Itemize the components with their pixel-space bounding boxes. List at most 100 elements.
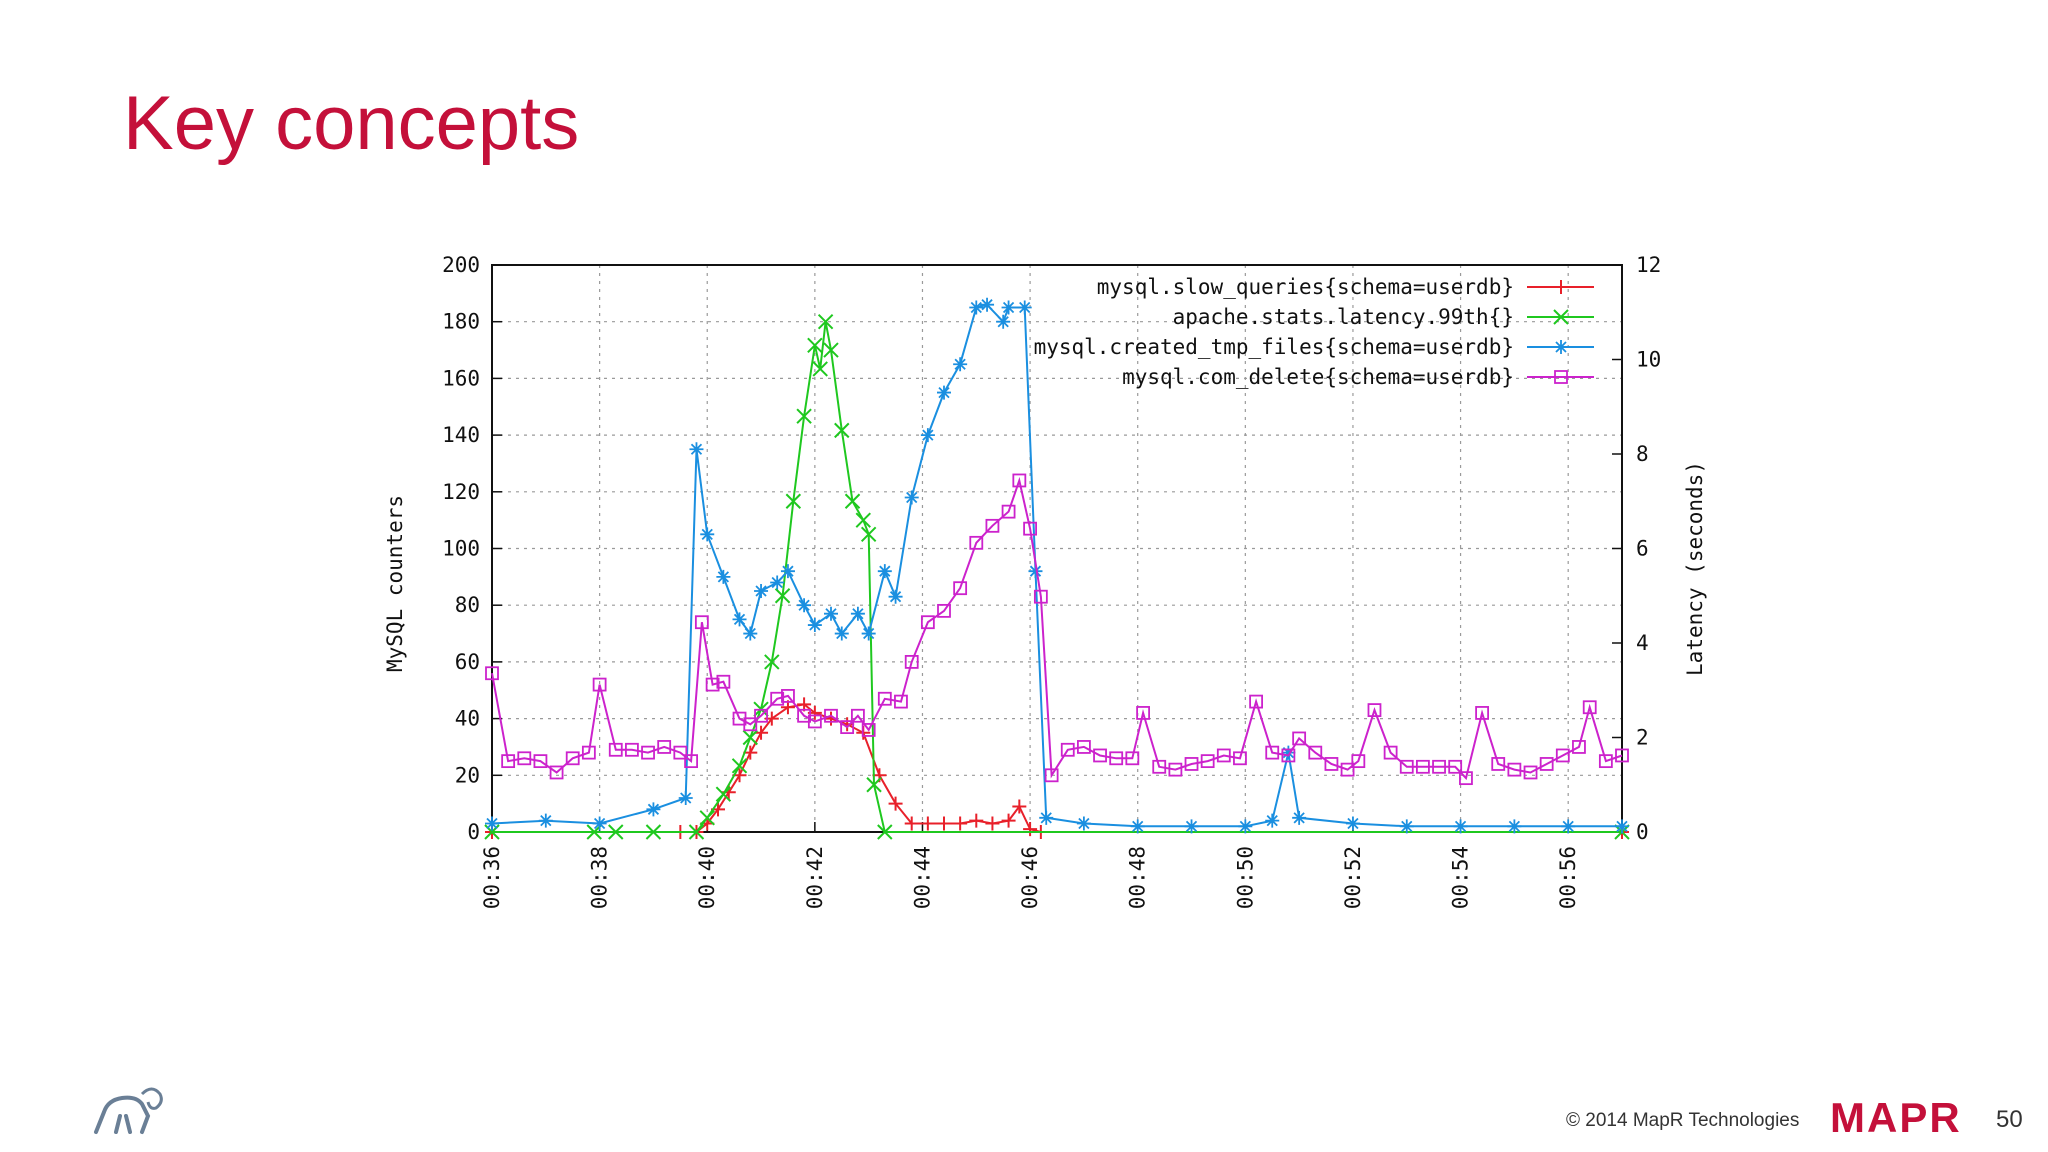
point-marker: [592, 816, 607, 831]
series-tmp-files: [485, 297, 1629, 834]
point-marker: [824, 606, 838, 621]
point-marker: [646, 802, 661, 817]
point-marker: [1017, 300, 1032, 315]
point-marker: [1184, 757, 1199, 771]
y2-tick-label: 10: [1636, 348, 1661, 372]
y-tick-label: 40: [455, 707, 480, 731]
x-tick-label: 00:36: [480, 846, 504, 909]
point-marker: [953, 581, 968, 596]
mapr-logo-text: MAPR: [1830, 1096, 1962, 1140]
point-marker: [715, 786, 732, 802]
point-marker: [851, 708, 865, 723]
point-marker: [920, 816, 935, 831]
point-marker: [1554, 280, 1568, 294]
point-marker: [1523, 765, 1538, 780]
point-marker: [742, 729, 758, 746]
point-marker: [1060, 742, 1075, 757]
point-marker: [1249, 694, 1263, 709]
slide-title: Key concepts: [123, 81, 580, 166]
x-tick-label: 00:50: [1233, 846, 1257, 909]
point-marker: [840, 720, 855, 735]
point-marker: [937, 385, 951, 400]
point-marker: [1292, 810, 1307, 825]
point-marker: [716, 674, 731, 689]
point-marker: [953, 816, 968, 831]
point-marker: [1093, 748, 1107, 763]
y-tick-label: 140: [442, 423, 480, 447]
point-marker: [1615, 748, 1629, 763]
point-marker: [1136, 706, 1150, 720]
point-marker: [764, 654, 780, 670]
chart-series: [484, 297, 1630, 840]
y-tick-label: 120: [442, 480, 480, 504]
point-marker: [920, 615, 935, 630]
mapr-logo-icon: MAPR: [1830, 1096, 1962, 1140]
point-marker: [565, 751, 580, 766]
legend-label: mysql.created_tmp_files{schema=userdb}: [1034, 335, 1514, 359]
point-marker: [641, 745, 655, 760]
point-marker: [797, 598, 812, 613]
point-marker: [1399, 759, 1414, 774]
y-tick-label: 80: [455, 593, 480, 617]
point-marker: [1152, 759, 1167, 774]
point-marker: [877, 691, 892, 706]
y-axis-label: MySQL counters: [383, 495, 407, 672]
chart: 0 20 40 60 80 100 120 140 160 180 200 0 2 4 6 8 10 12 00…: [383, 253, 1707, 909]
x-tick-label: 00:46: [1018, 846, 1042, 909]
point-marker: [1345, 816, 1360, 831]
y-tick-label: 60: [455, 650, 480, 674]
point-marker: [824, 708, 838, 723]
point-marker: [807, 337, 823, 354]
y2-tick-label: 6: [1636, 537, 1649, 561]
point-marker: [1507, 762, 1522, 777]
x-tick-label: 00:42: [803, 846, 827, 909]
x-tick-label: 00:44: [910, 846, 934, 909]
point-marker: [770, 691, 785, 706]
point-marker: [657, 740, 672, 754]
point-marker: [834, 626, 849, 641]
point-marker: [485, 816, 499, 831]
point-marker: [688, 824, 705, 840]
point-marker: [1367, 703, 1382, 717]
point-marker: [1012, 473, 1027, 488]
y2-tick-label: 0: [1636, 820, 1649, 844]
point-marker: [796, 408, 812, 424]
point-marker: [1033, 589, 1048, 604]
point-marker: [860, 526, 877, 543]
point-marker: [807, 618, 822, 633]
point-marker: [1324, 757, 1339, 771]
point-marker: [533, 754, 548, 769]
point-marker: [904, 654, 919, 669]
point-marker: [1077, 740, 1091, 754]
point-marker: [625, 742, 639, 757]
point-marker: [844, 493, 861, 509]
point-marker: [1448, 759, 1463, 774]
point-marker: [1238, 819, 1253, 834]
point-marker: [937, 603, 951, 618]
point-marker: [1281, 745, 1296, 760]
y2-tick-label: 2: [1636, 726, 1649, 750]
point-marker: [894, 694, 908, 709]
point-marker: [1432, 759, 1446, 774]
point-marker: [785, 493, 802, 509]
point-marker: [1012, 799, 1027, 814]
point-marker: [1023, 521, 1037, 536]
y2-tick-label: 4: [1636, 631, 1649, 655]
legend-label: mysql.slow_queries{schema=userdb}: [1097, 275, 1514, 299]
point-marker: [817, 313, 834, 330]
elephant-logo-icon: [94, 1087, 163, 1134]
point-marker: [1399, 819, 1414, 834]
y-tick-label: 180: [442, 310, 480, 334]
legend-swatch: [1527, 280, 1594, 294]
series-line: [492, 321, 1622, 833]
point-marker: [969, 300, 984, 315]
point-marker: [855, 512, 871, 528]
point-marker: [1184, 819, 1199, 834]
point-marker: [1125, 751, 1140, 766]
point-marker: [985, 518, 1000, 533]
x-tick-label: 00:54: [1449, 846, 1473, 909]
point-marker: [780, 564, 795, 579]
point-marker: [700, 527, 715, 542]
point-marker: [1233, 751, 1247, 766]
point-marker: [743, 626, 758, 641]
